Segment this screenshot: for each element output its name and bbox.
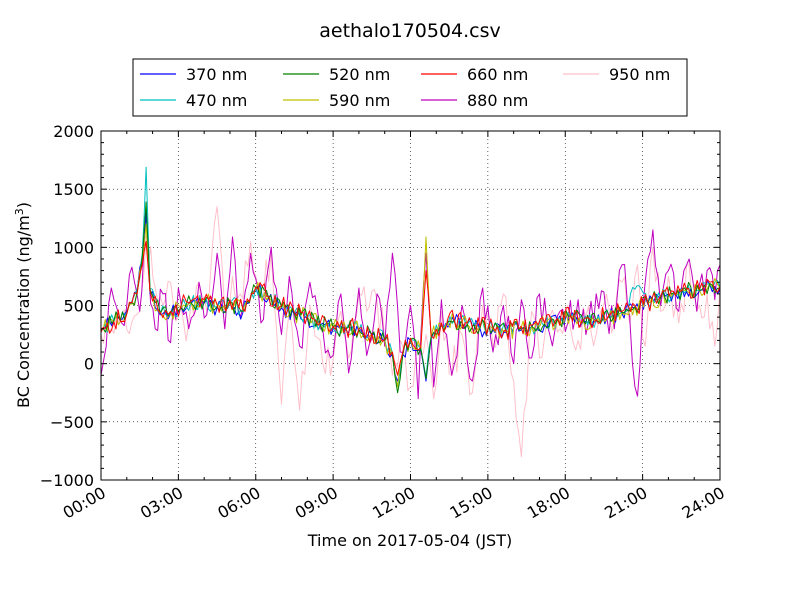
legend-label: 950 nm (609, 65, 670, 84)
y-tick-label: 0 (84, 355, 94, 374)
y-axis-label: BC Concentration (ng/m3) (13, 202, 33, 408)
y-tick-label: 500 (63, 297, 94, 316)
y-tick-label: −500 (50, 413, 94, 432)
legend-label: 370 nm (186, 65, 247, 84)
x-tick-label: 15:00 (446, 483, 495, 523)
x-tick-label: 06:00 (214, 483, 263, 523)
y-tick-label: 1000 (53, 238, 94, 257)
chart-title: aethalo170504.csv (319, 20, 501, 42)
legend-label: 880 nm (467, 91, 528, 110)
axis-ticks: 00:00 03:00 06:00 09:00 12:00 15:00 18:00 21:00… (40, 122, 728, 523)
y-tick-label: 1500 (53, 180, 94, 199)
y-axis-label-main: BC Concentration (ng/m (14, 215, 33, 408)
y-axis-label-superscript: 3 (13, 208, 26, 215)
x-tick-label: 18:00 (524, 483, 573, 523)
x-tick-label: 03:00 (137, 483, 186, 523)
legend-label: 660 nm (467, 65, 528, 84)
y-tick-label: 2000 (53, 122, 94, 141)
series-line-470-nm (100, 166, 721, 388)
x-tick-label: 24:00 (679, 483, 728, 523)
legend-box (132, 58, 688, 117)
legend: 370 nm 470 nm 520 nm 590 nm 660 nm 880 nm 950 … (132, 58, 688, 117)
legend-label: 470 nm (186, 91, 247, 110)
x-tick-label: 12:00 (369, 483, 418, 523)
legend-label: 590 nm (329, 91, 390, 110)
legend-label: 520 nm (329, 65, 390, 84)
series-line-660-nm (100, 241, 721, 376)
y-axis-label-end: ) (14, 202, 33, 208)
y-tick-label: −1000 (40, 471, 94, 490)
series-lines (100, 166, 721, 458)
x-tick-label: 09:00 (292, 483, 341, 523)
x-axis-label: Time on 2017-05-04 (JST) (307, 531, 512, 550)
x-tick-label: 21:00 (601, 483, 650, 523)
